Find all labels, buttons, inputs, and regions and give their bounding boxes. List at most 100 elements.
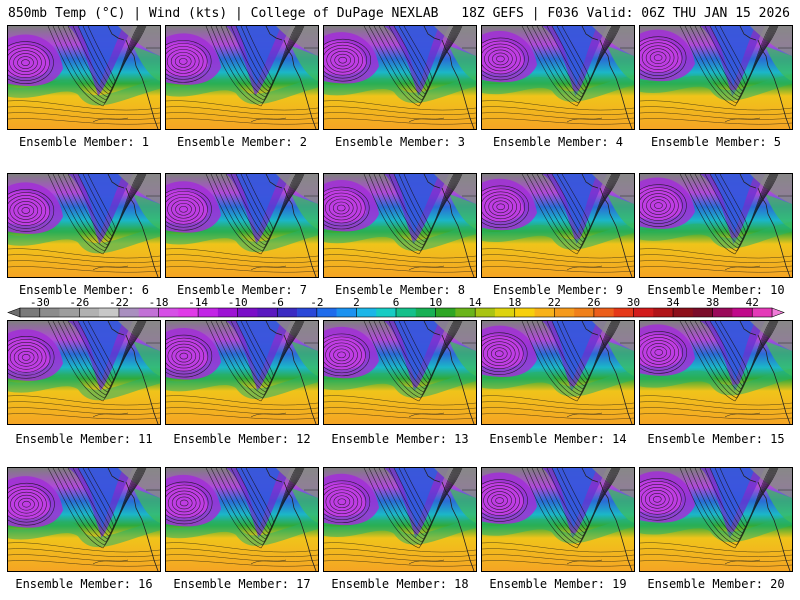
colorbar-tick-label: 34 (666, 296, 680, 309)
ensemble-member-map (323, 467, 477, 572)
ensemble-member-map (639, 25, 793, 130)
ensemble-member-label: Ensemble Member: 17 (173, 577, 311, 591)
colorbar-tick-label: 10 (429, 296, 442, 309)
colorbar-swatch (237, 308, 258, 317)
colorbar-swatch (158, 308, 179, 317)
colorbar-swatch (396, 308, 417, 317)
ensemble-member-map (7, 320, 161, 425)
colorbar-swatch (415, 308, 436, 317)
colorbar-swatch (692, 308, 713, 317)
ensemble-member-label: Ensemble Member: 11 (15, 432, 153, 446)
map-title: 850mb Temp (°C) | Wind (kts) | College o… (8, 6, 439, 21)
ensemble-member-label: Ensemble Member: 15 (647, 432, 785, 446)
colorbar-swatch (732, 308, 753, 317)
colorbar-swatch (356, 308, 377, 317)
ensemble-member-label: Ensemble Member: 9 (492, 283, 624, 297)
colorbar-swatch (712, 308, 733, 317)
colorbar-swatch (79, 308, 100, 317)
colorbar-swatch (59, 308, 80, 317)
colorbar-swatch (316, 308, 337, 317)
ensemble-member-label: Ensemble Member: 20 (647, 577, 785, 591)
colorbar-tick-label: 38 (706, 296, 719, 309)
colorbar-tick-label: -10 (228, 296, 248, 309)
ensemble-member-label: Ensemble Member: 6 (18, 283, 150, 297)
ensemble-member-label: Ensemble Member: 16 (15, 577, 153, 591)
ensemble-member-map (7, 25, 161, 130)
ensemble-member-map (639, 173, 793, 278)
colorbar-swatch (277, 308, 298, 317)
ensemble-member-label: Ensemble Member: 10 (647, 283, 785, 297)
ensemble-member-label: Ensemble Member: 8 (334, 283, 466, 297)
ensemble-member-label: Ensemble Member: 3 (334, 135, 466, 149)
colorbar-swatch (534, 308, 555, 317)
ensemble-member-map (165, 467, 319, 572)
colorbar-tick-label: -6 (271, 296, 284, 309)
colorbar-tick-label: 6 (393, 296, 400, 309)
ensemble-member-map (323, 25, 477, 130)
colorbar-swatch (217, 308, 238, 317)
colorbar-swatch (554, 308, 575, 317)
colorbar-swatch (20, 308, 41, 317)
colorbar-swatch (475, 308, 496, 317)
temperature-colorbar: -30 -26 -22 -18 -14 -10 -6 -2 2 6 10 14 18 22 26 30 34 38… (0, 296, 800, 320)
colorbar-swatch (752, 308, 773, 317)
colorbar-tick-label: -2 (310, 296, 323, 309)
colorbar-swatch (99, 308, 120, 317)
ensemble-member-map (481, 25, 635, 130)
colorbar-max-arrow (771, 307, 785, 318)
colorbar-swatch (198, 308, 219, 317)
ensemble-member-label: Ensemble Member: 5 (650, 135, 782, 149)
ensemble-member-map (323, 173, 477, 278)
ensemble-member-label: Ensemble Member: 1 (18, 135, 150, 149)
colorbar-swatch (593, 308, 614, 317)
ensemble-member-map (639, 467, 793, 572)
colorbar-swatch (178, 308, 199, 317)
colorbar-swatch (376, 308, 397, 317)
colorbar-tick-label: 14 (469, 296, 483, 309)
ensemble-member-label: Ensemble Member: 12 (173, 432, 311, 446)
ensemble-member-map (481, 467, 635, 572)
colorbar-tick-label: -14 (188, 296, 208, 309)
colorbar-swatch (633, 308, 654, 317)
colorbar-swatch (574, 308, 595, 317)
ensemble-member-map (481, 320, 635, 425)
colorbar-tick-label: -18 (149, 296, 169, 309)
colorbar-tick-label: 18 (508, 296, 521, 309)
ensemble-member-label: Ensemble Member: 19 (489, 577, 627, 591)
colorbar-swatch (494, 308, 516, 317)
colorbar-swatch (613, 308, 634, 317)
colorbar-tick-label: 2 (353, 296, 360, 309)
colorbar-tick-label: 26 (587, 296, 600, 309)
ensemble-member-label: Ensemble Member: 14 (489, 432, 627, 446)
colorbar-tick-label: 22 (548, 296, 561, 309)
colorbar-swatch (455, 308, 476, 317)
ensemble-member-label: Ensemble Member: 4 (492, 135, 624, 149)
colorbar-swatch (673, 308, 694, 317)
ensemble-member-map (481, 173, 635, 278)
colorbar-swatch (435, 308, 456, 317)
colorbar-tick-label: -22 (109, 296, 129, 309)
ensemble-member-label: Ensemble Member: 13 (331, 432, 469, 446)
ensemble-member-label: Ensemble Member: 18 (331, 577, 469, 591)
colorbar-swatch (514, 308, 535, 317)
colorbar-swatch (653, 308, 674, 317)
ensemble-member-map (165, 25, 319, 130)
ensemble-member-map (323, 320, 477, 425)
colorbar-swatch (297, 308, 318, 317)
ensemble-member-map (165, 320, 319, 425)
colorbar-tick-label: -26 (69, 296, 89, 309)
ensemble-member-map (165, 173, 319, 278)
colorbar-tick-label: 30 (627, 296, 640, 309)
ensemble-member-label: Ensemble Member: 2 (176, 135, 308, 149)
ensemble-member-map (7, 467, 161, 572)
colorbar-tick-label: 42 (746, 296, 759, 309)
colorbar-swatch (138, 308, 159, 317)
colorbar-swatch (118, 308, 140, 317)
ensemble-member-map (639, 320, 793, 425)
colorbar-min-arrow (7, 307, 21, 318)
colorbar-swatch (257, 308, 278, 317)
ensemble-member-label: Ensemble Member: 7 (176, 283, 308, 297)
colorbar-swatch (39, 308, 60, 317)
colorbar-swatch (336, 308, 357, 317)
colorbar-tick-label: -30 (30, 296, 50, 309)
